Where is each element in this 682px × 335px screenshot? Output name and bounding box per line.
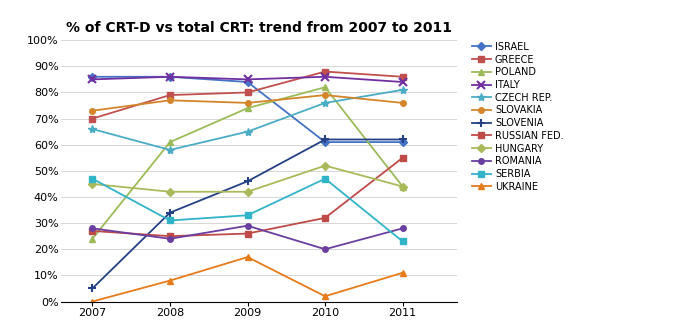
GREECE	[321, 70, 329, 74]
CZECH REP.	[321, 101, 329, 105]
ITALY	[243, 77, 252, 81]
ISRAEL	[88, 75, 96, 79]
Line: ROMANIA: ROMANIA	[89, 223, 405, 252]
UKRAINE	[398, 271, 406, 275]
ISRAEL	[166, 75, 174, 79]
UKRAINE	[88, 299, 96, 304]
CZECH REP.	[243, 130, 252, 134]
ROMANIA	[321, 247, 329, 251]
SERBIA	[243, 213, 252, 217]
UKRAINE	[243, 255, 252, 259]
UKRAINE	[166, 279, 174, 283]
HUNGARY	[88, 182, 96, 186]
Line: UKRAINE: UKRAINE	[89, 254, 406, 305]
SERBIA	[88, 177, 96, 181]
Line: SLOVAKIA: SLOVAKIA	[89, 92, 405, 114]
ITALY	[88, 77, 96, 81]
Line: GREECE: GREECE	[89, 69, 405, 121]
Line: ISRAEL: ISRAEL	[89, 74, 405, 145]
Line: ITALY: ITALY	[88, 73, 407, 86]
SLOVENIA	[243, 179, 252, 183]
ISRAEL	[243, 80, 252, 84]
ITALY	[321, 75, 329, 79]
ROMANIA	[243, 224, 252, 228]
HUNGARY	[321, 163, 329, 168]
SERBIA	[398, 240, 406, 244]
HUNGARY	[398, 185, 406, 189]
SERBIA	[166, 218, 174, 222]
RUSSIAN FED.	[88, 229, 96, 233]
Line: SERBIA: SERBIA	[89, 176, 405, 244]
ROMANIA	[398, 226, 406, 230]
SLOVENIA	[398, 137, 406, 141]
SLOVAKIA	[88, 109, 96, 113]
ISRAEL	[398, 140, 406, 144]
SLOVAKIA	[166, 98, 174, 102]
SLOVENIA	[321, 137, 329, 141]
ITALY	[398, 80, 406, 84]
ITALY	[166, 75, 174, 79]
POLAND	[88, 237, 96, 241]
GREECE	[398, 75, 406, 79]
Line: POLAND: POLAND	[89, 84, 406, 242]
RUSSIAN FED.	[243, 231, 252, 236]
POLAND	[166, 140, 174, 144]
SLOVAKIA	[243, 101, 252, 105]
Title: % of CRT-D vs total CRT: trend from 2007 to 2011: % of CRT-D vs total CRT: trend from 2007…	[66, 21, 452, 35]
HUNGARY	[243, 190, 252, 194]
HUNGARY	[166, 190, 174, 194]
SLOVENIA	[166, 211, 174, 215]
SLOVAKIA	[321, 93, 329, 97]
Line: RUSSIAN FED.: RUSSIAN FED.	[89, 155, 405, 239]
GREECE	[88, 117, 96, 121]
GREECE	[166, 93, 174, 97]
POLAND	[398, 185, 406, 189]
ROMANIA	[166, 237, 174, 241]
POLAND	[321, 85, 329, 89]
CZECH REP.	[88, 127, 96, 131]
UKRAINE	[321, 294, 329, 298]
Line: HUNGARY: HUNGARY	[89, 163, 405, 195]
RUSSIAN FED.	[398, 156, 406, 160]
RUSSIAN FED.	[166, 234, 174, 238]
SERBIA	[321, 177, 329, 181]
GREECE	[243, 90, 252, 94]
ISRAEL	[321, 140, 329, 144]
Line: CZECH REP.: CZECH REP.	[88, 86, 407, 154]
Line: SLOVENIA: SLOVENIA	[88, 135, 407, 292]
SLOVAKIA	[398, 101, 406, 105]
RUSSIAN FED.	[321, 216, 329, 220]
CZECH REP.	[166, 148, 174, 152]
POLAND	[243, 106, 252, 110]
CZECH REP.	[398, 88, 406, 92]
Legend: ISRAEL, GREECE, POLAND, ITALY, CZECH REP., SLOVAKIA, SLOVENIA, RUSSIAN FED., HUN: ISRAEL, GREECE, POLAND, ITALY, CZECH REP…	[470, 40, 565, 194]
SLOVENIA	[88, 286, 96, 290]
ROMANIA	[88, 226, 96, 230]
